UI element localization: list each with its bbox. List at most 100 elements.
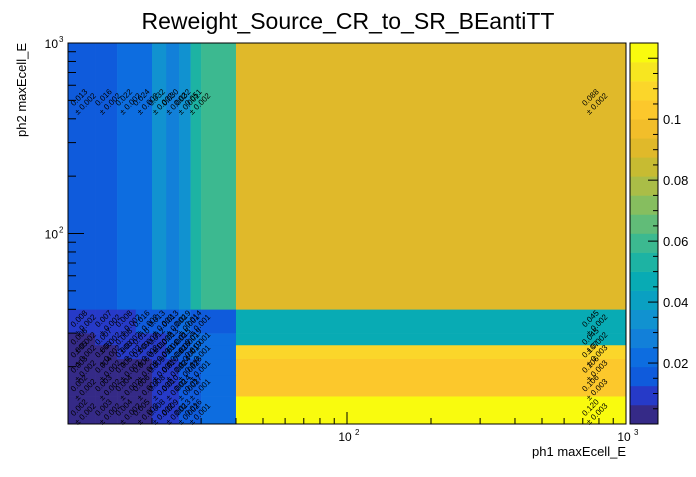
color-bar-band xyxy=(630,81,658,101)
color-bar-tick-label: 0.1 xyxy=(663,112,681,127)
heatmap-cell xyxy=(68,333,96,346)
color-bar-band xyxy=(630,290,658,310)
heatmap-cell xyxy=(117,344,137,360)
cells-layer xyxy=(68,43,627,425)
heatmap-cell xyxy=(201,375,237,397)
heatmap-cell xyxy=(166,358,180,376)
heatmap-cell xyxy=(201,396,237,425)
heatmap-cell xyxy=(179,396,191,425)
heatmap-cell xyxy=(235,358,627,376)
color-bar-band xyxy=(630,157,658,177)
color-bar-tick-label: 0.08 xyxy=(663,173,688,188)
heatmap-cell xyxy=(95,344,118,360)
chart-title: Reweight_Source_CR_to_SR_BEantiTT xyxy=(142,8,555,34)
heatmap-cell xyxy=(95,309,118,334)
heatmap-cell xyxy=(151,309,167,334)
color-bar-band xyxy=(630,214,658,234)
cell-value-label: 0.016± 0.002 xyxy=(91,85,123,117)
heatmap-cell xyxy=(235,309,627,334)
heatmap-cell xyxy=(135,375,153,397)
heatmap-cell xyxy=(235,344,627,360)
x-axis-label: ph1 maxEcell_E xyxy=(532,444,626,459)
heatmap-cell xyxy=(135,396,153,425)
heatmap-cell xyxy=(151,358,167,376)
heatmap-cell xyxy=(235,375,627,397)
heatmap-cell xyxy=(190,344,202,360)
y-tick-exponent: 3 xyxy=(59,35,64,44)
heatmap-cell xyxy=(166,375,180,397)
color-bar-tick-label: 0.04 xyxy=(663,295,688,310)
color-bar-band xyxy=(630,404,658,425)
heatmap-cell xyxy=(68,344,96,360)
heatmap-cell xyxy=(117,396,137,425)
heatmap-cell xyxy=(117,43,137,310)
heatmap-cell xyxy=(95,333,118,346)
y-tick-label: 10 xyxy=(45,228,59,242)
color-bar-frame xyxy=(629,42,659,425)
color-bar-band xyxy=(630,119,658,139)
color-bar-band xyxy=(630,328,658,349)
color-bar-band xyxy=(630,309,658,330)
heatmap-cell xyxy=(166,309,180,334)
color-bar: 0.02 0.04 0.06 0.08 0.1 xyxy=(629,42,688,425)
heatmap-cell xyxy=(166,43,180,310)
heatmap-cell xyxy=(190,309,202,334)
heatmap-cell xyxy=(151,43,167,310)
heatmap-cell xyxy=(151,344,167,360)
color-bar-band xyxy=(630,100,658,120)
heatmap-cell xyxy=(201,358,237,376)
heatmap-cell xyxy=(135,358,153,376)
color-bar-band xyxy=(630,195,658,215)
heatmap-cell xyxy=(68,309,96,334)
color-bar-band xyxy=(630,62,658,82)
heatmap-cell xyxy=(166,333,180,346)
x-tick-exponent: 3 xyxy=(634,428,639,437)
heatmap-cell xyxy=(68,358,96,376)
heatmap-cell xyxy=(95,396,118,425)
heatmap-cell xyxy=(95,358,118,376)
color-bar-band xyxy=(630,252,658,272)
heatmap-cell xyxy=(235,43,627,310)
color-bar-band xyxy=(630,385,658,406)
heatmap-cell xyxy=(166,396,180,425)
color-bar-band xyxy=(630,233,658,253)
color-bar-band xyxy=(630,176,658,196)
x-tick-label: 10 xyxy=(617,430,631,444)
heatmap-cell xyxy=(135,333,153,346)
heatmap-cell xyxy=(68,396,96,425)
heatmap-cell xyxy=(201,344,237,360)
heatmap-cell xyxy=(179,309,191,334)
heatmap-cell xyxy=(235,333,627,346)
heatmap-cell xyxy=(201,309,237,334)
heatmap-cell xyxy=(117,375,137,397)
x-tick-exponent: 2 xyxy=(355,428,360,437)
heatmap-cell xyxy=(179,375,191,397)
color-bar-tick-label: 0.02 xyxy=(663,356,688,371)
heatmap-cell xyxy=(190,43,202,310)
color-bar-band xyxy=(630,366,658,387)
heatmap-cell xyxy=(135,309,153,334)
color-bar-band xyxy=(630,347,658,368)
y-tick-label: 10 xyxy=(45,37,59,51)
heatmap-cell xyxy=(179,43,191,310)
heatmap-cell xyxy=(190,358,202,376)
heatmap-cell xyxy=(151,375,167,397)
heatmap-cell xyxy=(190,333,202,346)
heatmap-cell xyxy=(190,375,202,397)
heatmap-cell xyxy=(179,358,191,376)
heatmap-cell xyxy=(68,375,96,397)
heatmap-cell xyxy=(135,344,153,360)
heatmap-cell xyxy=(151,333,167,346)
x-tick-label: 10 xyxy=(338,430,352,444)
heatmap-cell xyxy=(117,333,137,346)
heatmap-cell xyxy=(201,43,237,310)
heatmap-cell xyxy=(179,344,191,360)
color-bar-tick-label: 0.06 xyxy=(663,234,688,249)
heatmap-cell xyxy=(201,333,237,346)
heatmap-cell xyxy=(95,375,118,397)
color-bar-band xyxy=(630,138,658,158)
heatmap-cell xyxy=(190,396,202,425)
